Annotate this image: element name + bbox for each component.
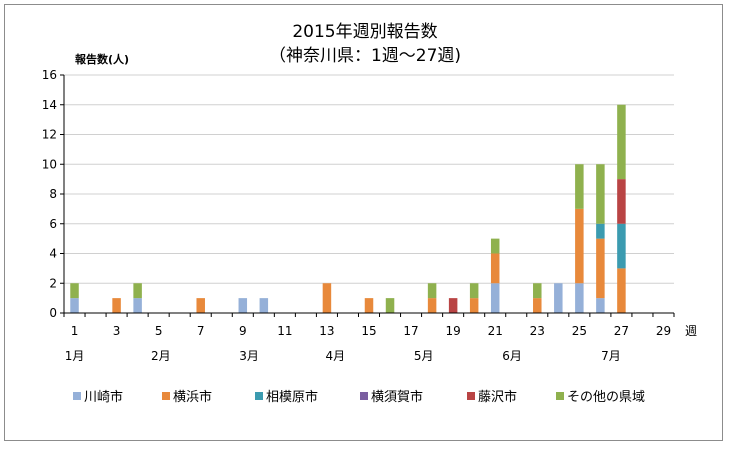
bar-segment (70, 298, 79, 313)
x-tick-label: 11 (277, 324, 292, 338)
bar-segment (617, 223, 626, 269)
y-tick-label: 2 (49, 276, 57, 290)
legend-swatch (255, 392, 263, 400)
bar-segment (385, 298, 395, 313)
chart-title: 2015年週別報告数 (292, 22, 437, 42)
bar-segment (490, 283, 500, 313)
legend-swatch (556, 392, 564, 400)
legend-label: 相模原市 (266, 389, 318, 405)
legend-swatch (73, 392, 81, 400)
bar-segment (490, 238, 500, 254)
legend-item: その他の県域 (556, 390, 645, 405)
x-tick-label: 27 (614, 324, 629, 338)
chart-subtitle: （神奈川県：1週～27週) (269, 46, 461, 66)
x-tick-label: 1 (71, 324, 79, 338)
y-tick-label: 8 (49, 187, 57, 201)
bar-segment (448, 298, 458, 313)
legend-label: 横浜市 (173, 389, 212, 405)
bar-segment (238, 298, 248, 313)
bar-segment (322, 283, 332, 313)
legend-swatch (467, 392, 475, 400)
x-tick-label: 29 (656, 324, 671, 338)
x-tick-label: 9 (239, 324, 247, 338)
bar-segment (112, 298, 121, 313)
month-label: 3月 (239, 349, 259, 363)
bar-segment (469, 298, 479, 313)
bar-segment (133, 283, 142, 299)
y-tick-label: 10 (42, 157, 57, 171)
bar-segment (617, 104, 626, 180)
month-labels: 1月 2月 3月 4月 5月 6月 7月 (65, 349, 621, 363)
bar-segment (596, 164, 605, 224)
bar-segment (575, 283, 584, 313)
x-ticks: 1 3 5 7 9 11 13 15 17 19 21 23 25 27 29 (63, 313, 675, 338)
bar-segment (617, 179, 626, 224)
bar-segment (533, 283, 542, 299)
bar-segment (427, 283, 437, 299)
month-label: 5月 (414, 349, 434, 363)
bar-segment (575, 164, 584, 209)
x-tick-label: 7 (197, 324, 205, 338)
bars (70, 104, 626, 313)
legend: 川崎市 横浜市 相模原市 横須賀市 藤沢市 その他の県域 (73, 389, 645, 405)
month-label: 7月 (601, 349, 621, 363)
legend-label: 横須賀市 (371, 389, 423, 405)
bar-segment (70, 283, 79, 299)
bar-segment (617, 268, 626, 313)
month-label: 6月 (502, 349, 522, 363)
bar-segment (490, 253, 500, 284)
x-tick-label: 19 (445, 324, 460, 338)
bar-segment (554, 283, 563, 313)
bar-segment (427, 298, 437, 313)
legend-label: 藤沢市 (478, 389, 517, 405)
month-label: 4月 (326, 349, 346, 363)
y-tick-label: 12 (42, 128, 57, 142)
month-label: 2月 (151, 349, 171, 363)
x-tick-label: 13 (319, 324, 334, 338)
x-tick-label: 21 (488, 324, 503, 338)
legend-label: 川崎市 (84, 389, 123, 405)
y-axis-label: 報告数(人) (75, 52, 129, 66)
x-axis-label: 週 (685, 324, 697, 338)
y-tick-label: 14 (42, 98, 57, 112)
bar-segment (575, 208, 584, 284)
legend-swatch (162, 392, 170, 400)
x-tick-label: 23 (530, 324, 545, 338)
bar-segment (596, 238, 605, 299)
chart: 2015年週別報告数 （神奈川県：1週～27週) 報告数(人) 週 0 2 4 6 8 1… (42, 22, 697, 405)
bar-segment (596, 298, 605, 313)
legend-item: 相模原市 (255, 389, 318, 405)
x-tick-label: 3 (113, 324, 121, 338)
legend-item: 横浜市 (162, 389, 212, 405)
y-tick-label: 6 (49, 217, 57, 231)
y-tick-label: 4 (49, 247, 57, 261)
bar-segment (533, 298, 542, 313)
y-tick-label: 0 (49, 306, 57, 320)
bar-segment (469, 283, 479, 299)
bar-segment (364, 298, 374, 313)
bar-segment (596, 223, 605, 239)
bar-segment (259, 298, 269, 313)
bar-segment (133, 298, 142, 313)
month-label: 1月 (65, 349, 85, 363)
x-tick-label: 15 (361, 324, 376, 338)
legend-item: 藤沢市 (467, 389, 517, 405)
legend-swatch (360, 392, 368, 400)
x-tick-label: 5 (155, 324, 163, 338)
legend-label: その他の県域 (567, 390, 645, 405)
chart-frame: 2015年週別報告数 （神奈川県：1週～27週) 報告数(人) 週 0 2 4 6 8 1… (4, 4, 723, 441)
y-ticks: 0 2 4 6 8 10 12 14 16 (42, 68, 64, 320)
x-tick-label: 17 (403, 324, 418, 338)
gridlines (64, 74, 674, 284)
bar-segment (196, 298, 205, 313)
x-tick-label: 25 (572, 324, 587, 338)
legend-item: 横須賀市 (360, 389, 423, 405)
legend-item: 川崎市 (73, 389, 123, 405)
y-tick-label: 16 (42, 68, 57, 82)
